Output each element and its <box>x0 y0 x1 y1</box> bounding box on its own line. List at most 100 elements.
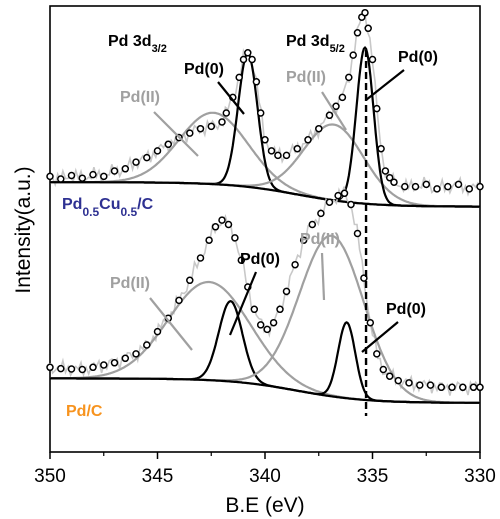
peak-annotation-label: Pd(II) <box>300 231 340 248</box>
sample-label: Pd0.5Cu0.5/C <box>62 196 154 219</box>
data-point-marker <box>454 180 463 189</box>
data-point-marker <box>78 174 87 182</box>
data-point-marker <box>237 256 246 264</box>
data-point-marker <box>364 24 372 33</box>
x-tick-label: 345 <box>142 466 174 487</box>
data-point-marker <box>444 182 452 191</box>
data-point-marker <box>340 189 349 198</box>
data-point-marker <box>469 383 478 392</box>
peak-annotation-label: Pd(II) <box>286 69 326 86</box>
points-layer <box>46 8 484 392</box>
annotation-leader-line <box>228 271 258 336</box>
data-point-marker <box>222 109 231 117</box>
data-point-marker <box>373 104 381 113</box>
data-point-marker <box>366 318 375 327</box>
data-point-marker <box>143 341 151 349</box>
peak-annotation-label: Pd 3d3/2 <box>108 33 167 55</box>
data-point-marker <box>205 236 213 244</box>
data-point-marker <box>304 136 312 144</box>
peak-annotation-label: Pd(II) <box>120 89 160 106</box>
data-point-marker <box>67 365 76 373</box>
data-point-marker <box>437 383 446 392</box>
data-point-marker <box>379 365 388 374</box>
data-point-marker <box>250 305 259 314</box>
data-point-marker <box>235 73 243 82</box>
peak-annotation-label: Pd 3d5/2 <box>286 33 345 55</box>
data-point-marker <box>385 173 394 182</box>
data-point-marker <box>132 350 140 358</box>
data-point-marker <box>252 78 261 86</box>
data-point-marker <box>211 223 220 231</box>
data-point-marker <box>349 51 357 59</box>
data-point-marker <box>57 175 65 183</box>
peak-annotation-label: Pd(0) <box>184 61 224 78</box>
data-point-marker <box>143 153 151 162</box>
data-point-marker <box>46 363 54 372</box>
data-point-marker <box>100 361 108 369</box>
data-point-marker <box>121 165 130 173</box>
data-point-marker <box>89 170 97 179</box>
curves-layer <box>49 10 480 404</box>
x-axis-label: B.E (eV) <box>225 494 304 517</box>
data-point-marker <box>89 363 97 372</box>
data-point-marker <box>186 129 194 137</box>
annotations-layer: Pd0.5Cu0.5/C Pd/C Pd 3d3/2 Pd 3d5/2 Pd(0) Pd(… <box>62 33 438 420</box>
y-axis-label: Intensity(a.u.) <box>12 166 35 293</box>
data-point-marker <box>347 200 355 209</box>
data-point-marker <box>332 102 340 111</box>
x-tick-label: 335 <box>357 466 389 487</box>
annotation-leader-line <box>365 69 405 101</box>
data-point-marker <box>100 172 108 181</box>
data-point-marker <box>110 167 119 175</box>
data-point-marker <box>207 122 216 131</box>
data-point-marker <box>373 350 381 358</box>
data-point-marker <box>459 383 467 392</box>
data-point-marker <box>175 296 183 305</box>
axes-layer: 350 345 340 335 330 <box>34 452 496 487</box>
data-point-marker <box>426 381 435 389</box>
data-point-marker <box>385 372 394 380</box>
data-point-marker <box>244 49 252 57</box>
data-point-marker <box>291 260 299 269</box>
annotation-leader-line <box>361 321 399 353</box>
data-point-marker <box>416 381 424 389</box>
data-point-marker <box>353 29 362 37</box>
data-point-marker <box>239 55 248 64</box>
data-point-marker <box>282 151 291 160</box>
data-point-marker <box>218 118 226 126</box>
pd0-component-curve <box>50 321 480 404</box>
data-point-marker <box>390 178 398 186</box>
data-point-marker <box>256 109 265 117</box>
data-point-marker <box>267 147 276 155</box>
data-point-marker <box>261 136 269 144</box>
annotation-leader-line <box>320 252 326 301</box>
data-point-marker <box>248 55 256 64</box>
data-point-marker <box>57 364 65 373</box>
data-point-marker <box>381 167 390 175</box>
annotation-leader-line <box>153 111 199 157</box>
data-point-marker <box>282 287 291 296</box>
data-point-marker <box>196 124 205 133</box>
data-point-marker <box>476 182 484 191</box>
data-point-marker <box>293 144 302 153</box>
data-point-marker <box>224 220 233 229</box>
data-point-marker <box>121 354 130 363</box>
data-point-marker <box>132 158 140 166</box>
data-point-marker <box>394 376 403 385</box>
peak-annotation-label: Pd(0) <box>398 49 438 66</box>
data-point-marker <box>448 383 456 392</box>
data-point-marker <box>411 182 420 191</box>
sample-label: Pd/C <box>66 403 103 420</box>
data-point-marker <box>353 229 362 238</box>
data-point-marker <box>401 182 409 191</box>
data-point-marker <box>465 185 474 193</box>
data-point-marker <box>325 198 334 206</box>
data-point-marker <box>269 318 278 327</box>
data-point-marker <box>368 55 377 64</box>
data-point-marker <box>276 305 284 314</box>
data-point-marker <box>110 359 119 367</box>
data-point-marker <box>46 172 54 181</box>
x-tick-label: 340 <box>249 466 281 487</box>
data-point-marker <box>274 151 282 160</box>
